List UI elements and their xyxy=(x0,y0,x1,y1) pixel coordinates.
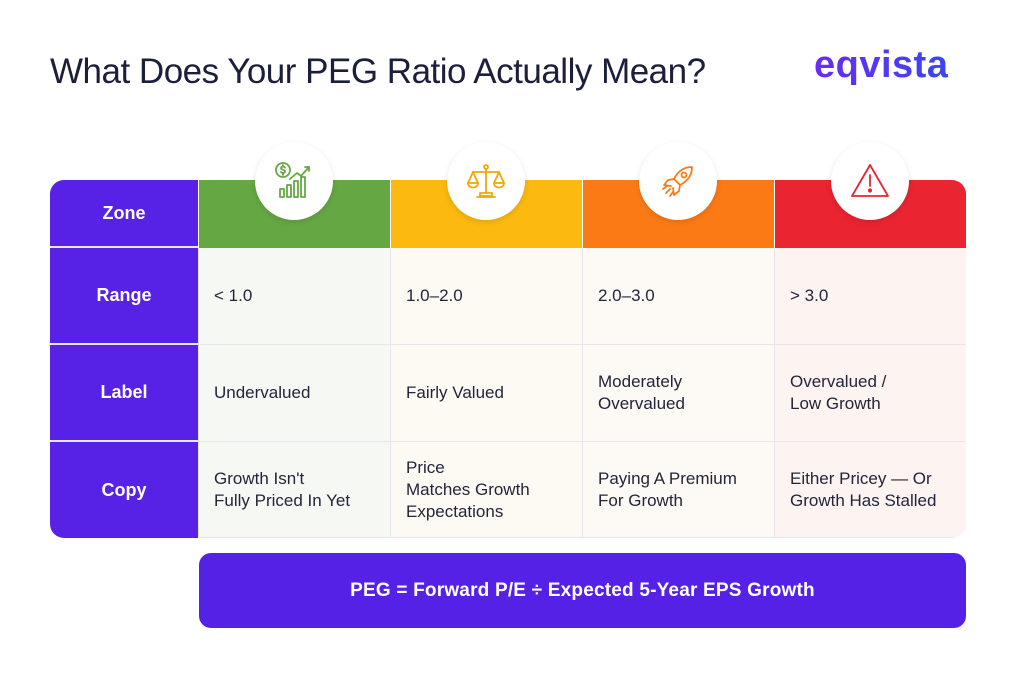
range-cell-moderately-overvalued: 2.0–3.0 xyxy=(582,248,774,345)
label-cell-moderately-overvalued: Moderately Overvalued xyxy=(582,345,774,442)
row-header-range: Range xyxy=(50,248,198,345)
peg-zone-table: Zone Range < 1.0 1.0–2.0 2.0–3.0 > 3.0 L… xyxy=(50,180,966,538)
label-cell-overvalued: Overvalued / Low Growth xyxy=(774,345,966,442)
eqvista-logo: eqvista xyxy=(814,44,949,86)
rocket-icon xyxy=(639,142,717,220)
warning-icon xyxy=(831,142,909,220)
copy-cell-fairly-valued: Price Matches Growth Expectations xyxy=(390,442,582,538)
range-cell-undervalued: < 1.0 xyxy=(198,248,390,345)
page-title: What Does Your PEG Ratio Actually Mean? xyxy=(50,52,706,91)
copy-cell-overvalued: Either Pricey — Or Growth Has Stalled xyxy=(774,442,966,538)
row-header-zone: Zone xyxy=(50,180,198,248)
row-header-label: Label xyxy=(50,345,198,442)
copy-cell-undervalued: Growth Isn't Fully Priced In Yet xyxy=(198,442,390,538)
money-growth-chart-icon xyxy=(255,142,333,220)
peg-formula-banner: PEG = Forward P/E ÷ Expected 5-Year EPS … xyxy=(199,553,966,628)
row-header-copy: Copy xyxy=(50,442,198,538)
balance-scale-icon xyxy=(447,142,525,220)
copy-cell-moderately-overvalued: Paying A Premium For Growth xyxy=(582,442,774,538)
range-cell-fairly-valued: 1.0–2.0 xyxy=(390,248,582,345)
range-cell-overvalued: > 3.0 xyxy=(774,248,966,345)
label-cell-undervalued: Undervalued xyxy=(198,345,390,442)
label-cell-fairly-valued: Fairly Valued xyxy=(390,345,582,442)
